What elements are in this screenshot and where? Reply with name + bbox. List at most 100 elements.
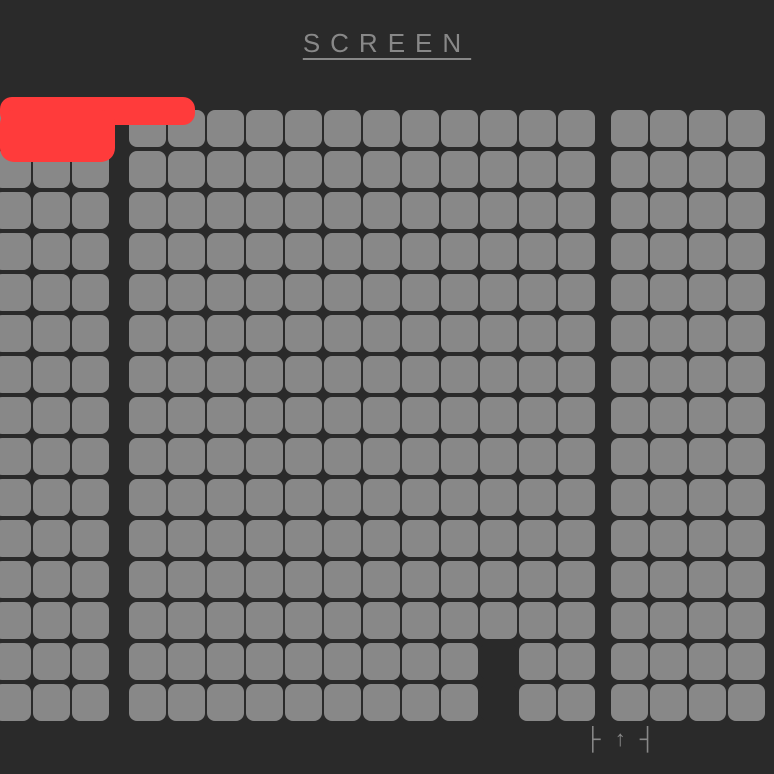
seat-right[interactable]	[611, 602, 648, 639]
seat-left[interactable]	[72, 438, 109, 475]
seat-center[interactable]	[363, 643, 400, 680]
seat-center[interactable]	[246, 520, 283, 557]
seat-center[interactable]	[207, 643, 244, 680]
seat-center[interactable]	[285, 356, 322, 393]
seat-right[interactable]	[650, 602, 687, 639]
seat-right[interactable]	[611, 643, 648, 680]
seat-center[interactable]	[402, 561, 439, 598]
seat-center[interactable]	[285, 151, 322, 188]
seat-right[interactable]	[611, 397, 648, 434]
seat-center[interactable]	[285, 233, 322, 270]
seat-center[interactable]	[402, 684, 439, 721]
seat-center[interactable]	[168, 643, 205, 680]
seat-center[interactable]	[285, 397, 322, 434]
seat-right[interactable]	[728, 110, 765, 147]
seat-center[interactable]	[168, 192, 205, 229]
seat-right[interactable]	[689, 274, 726, 311]
seat-right[interactable]	[611, 438, 648, 475]
seat-left[interactable]	[33, 397, 70, 434]
seat-left[interactable]	[33, 356, 70, 393]
seat-center[interactable]	[441, 315, 478, 352]
seat-center[interactable]	[363, 315, 400, 352]
seat-center[interactable]	[558, 233, 595, 270]
seat-right[interactable]	[689, 315, 726, 352]
seat-left[interactable]	[33, 684, 70, 721]
seat-center[interactable]	[168, 684, 205, 721]
seat-center[interactable]	[285, 438, 322, 475]
seat-center[interactable]	[168, 397, 205, 434]
seat-center[interactable]	[402, 602, 439, 639]
seat-right[interactable]	[650, 438, 687, 475]
seat-center[interactable]	[519, 520, 556, 557]
seat-center[interactable]	[207, 397, 244, 434]
seat-center[interactable]	[402, 520, 439, 557]
seat-left[interactable]	[33, 520, 70, 557]
seat-left[interactable]	[72, 274, 109, 311]
seat-right[interactable]	[689, 561, 726, 598]
seat-center[interactable]	[480, 438, 517, 475]
seat-center[interactable]	[324, 356, 361, 393]
seat-left[interactable]	[72, 561, 109, 598]
seat-left[interactable]	[72, 643, 109, 680]
seat-right[interactable]	[728, 520, 765, 557]
seat-left[interactable]	[0, 602, 31, 639]
seat-center[interactable]	[168, 520, 205, 557]
seat-center[interactable]	[324, 397, 361, 434]
seat-center[interactable]	[480, 561, 517, 598]
seat-center[interactable]	[168, 274, 205, 311]
seat-right[interactable]	[650, 192, 687, 229]
seat-left[interactable]	[0, 479, 31, 516]
seat-center[interactable]	[129, 602, 166, 639]
seat-left[interactable]	[72, 356, 109, 393]
seat-right[interactable]	[611, 561, 648, 598]
seat-center[interactable]	[129, 397, 166, 434]
seat-center[interactable]	[558, 110, 595, 147]
seat-left[interactable]	[0, 192, 31, 229]
seat-left[interactable]	[0, 274, 31, 311]
seat-left[interactable]	[33, 233, 70, 270]
seat-center[interactable]	[324, 315, 361, 352]
seat-center[interactable]	[207, 438, 244, 475]
seat-center[interactable]	[402, 397, 439, 434]
seat-center[interactable]	[207, 479, 244, 516]
seat-right[interactable]	[728, 315, 765, 352]
seat-right[interactable]	[611, 192, 648, 229]
seat-right[interactable]	[650, 356, 687, 393]
seat-center[interactable]	[558, 356, 595, 393]
seat-right[interactable]	[611, 151, 648, 188]
seat-center[interactable]	[519, 192, 556, 229]
seat-center[interactable]	[129, 192, 166, 229]
seat-right[interactable]	[611, 684, 648, 721]
seat-center[interactable]	[285, 520, 322, 557]
seat-right[interactable]	[689, 110, 726, 147]
seat-right[interactable]	[728, 397, 765, 434]
seat-center[interactable]	[480, 356, 517, 393]
seat-left[interactable]	[0, 397, 31, 434]
seat-center[interactable]	[519, 110, 556, 147]
seat-center[interactable]	[129, 479, 166, 516]
seat-center[interactable]	[480, 110, 517, 147]
seat-center[interactable]	[363, 684, 400, 721]
seat-center[interactable]	[129, 274, 166, 311]
seat-center[interactable]	[480, 479, 517, 516]
seat-right[interactable]	[689, 397, 726, 434]
seat-left[interactable]	[0, 438, 31, 475]
seat-center[interactable]	[207, 233, 244, 270]
seat-center[interactable]	[363, 110, 400, 147]
seat-left[interactable]	[33, 438, 70, 475]
seat-right[interactable]	[611, 315, 648, 352]
seat-center[interactable]	[129, 643, 166, 680]
seat-center[interactable]	[129, 520, 166, 557]
seat-center[interactable]	[519, 151, 556, 188]
seat-left[interactable]	[72, 192, 109, 229]
seat-center[interactable]	[246, 110, 283, 147]
seat-center[interactable]	[246, 561, 283, 598]
seat-right[interactable]	[611, 356, 648, 393]
seat-center[interactable]	[519, 233, 556, 270]
seat-center[interactable]	[441, 233, 478, 270]
seat-center[interactable]	[441, 397, 478, 434]
seat-center[interactable]	[246, 602, 283, 639]
seat-center[interactable]	[324, 643, 361, 680]
seat-right[interactable]	[650, 479, 687, 516]
seat-center[interactable]	[363, 397, 400, 434]
